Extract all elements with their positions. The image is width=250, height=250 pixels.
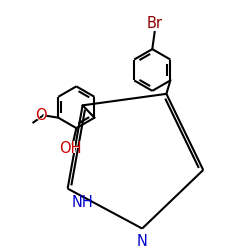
Text: NH: NH bbox=[71, 194, 93, 210]
Text: OH: OH bbox=[59, 141, 82, 156]
Text: OH: OH bbox=[57, 141, 84, 156]
Text: Br: Br bbox=[147, 16, 163, 30]
Text: O: O bbox=[34, 108, 47, 123]
Text: O: O bbox=[35, 108, 46, 123]
Text: N: N bbox=[137, 234, 147, 250]
